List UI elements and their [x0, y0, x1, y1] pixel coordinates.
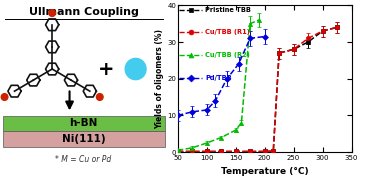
Text: M: M [130, 62, 141, 76]
X-axis label: Temperature (°C): Temperature (°C) [221, 167, 308, 176]
Circle shape [1, 94, 8, 100]
Bar [3, 131, 165, 147]
Text: +: + [98, 59, 114, 79]
Text: h-BN: h-BN [69, 118, 98, 128]
Text: Pd/TBB: Pd/TBB [206, 75, 232, 81]
Text: Ni(111): Ni(111) [62, 134, 105, 144]
Text: Cu/TBB (R2): Cu/TBB (R2) [206, 52, 250, 58]
Y-axis label: Yields of oligomers (%): Yields of oligomers (%) [155, 29, 164, 129]
Bar [3, 116, 165, 131]
Circle shape [96, 94, 103, 100]
Text: Cu/TBB (R1): Cu/TBB (R1) [206, 30, 250, 35]
Text: Ullmann Coupling: Ullmann Coupling [28, 7, 138, 17]
Circle shape [125, 58, 146, 80]
Text: Pristine TBB: Pristine TBB [206, 7, 251, 13]
Text: * M = Cu or Pd: * M = Cu or Pd [55, 155, 112, 164]
Circle shape [49, 10, 56, 16]
